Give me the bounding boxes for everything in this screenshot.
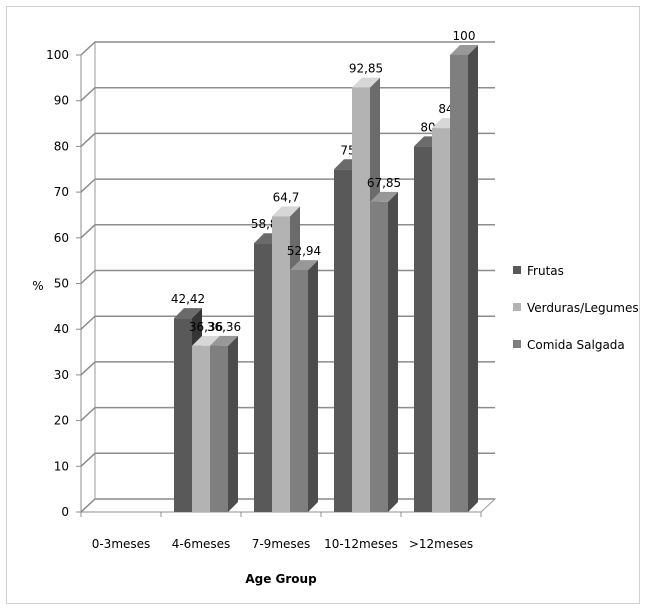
data-label: 36,36 xyxy=(189,320,223,334)
y-tick-label: 50 xyxy=(54,277,69,291)
legend-label: Frutas xyxy=(527,264,564,278)
bar-top xyxy=(352,77,380,88)
y-tick-label: 40 xyxy=(54,322,69,336)
bar-top xyxy=(272,206,300,217)
bar xyxy=(370,201,388,512)
legend-swatch xyxy=(513,340,521,348)
bar xyxy=(450,55,468,512)
y-tick-label: 10 xyxy=(54,459,69,473)
bar xyxy=(334,169,352,512)
legend-label: Comida Salgada xyxy=(527,338,625,352)
y-tick-label: 0 xyxy=(61,505,69,519)
data-label: 52,94 xyxy=(287,244,321,258)
bar xyxy=(352,87,370,512)
bar xyxy=(174,318,192,512)
x-tick-label: 0-3meses xyxy=(92,537,151,551)
bar-side xyxy=(308,260,318,512)
x-tick-label: 10-12meses xyxy=(324,537,398,551)
x-tick-label: 4-6meses xyxy=(172,537,231,551)
bar-top xyxy=(370,191,398,202)
bar-side xyxy=(468,45,478,512)
bar xyxy=(290,270,308,512)
x-tick-label: 7-9meses xyxy=(252,537,311,551)
data-label: 75 xyxy=(340,143,355,157)
data-label: 42,42 xyxy=(171,292,205,306)
x-tick-label: >12meses xyxy=(409,537,473,551)
bar xyxy=(192,345,210,512)
bar xyxy=(254,243,272,512)
data-label: 67,85 xyxy=(367,176,401,190)
data-label: 100 xyxy=(453,29,476,43)
y-tick-label: 100 xyxy=(46,48,69,62)
y-tick-label: 60 xyxy=(54,231,69,245)
gridline xyxy=(80,41,495,56)
bar-top xyxy=(192,335,220,346)
bar-top xyxy=(450,45,478,55)
bar xyxy=(414,146,432,512)
y-tick-label: 30 xyxy=(54,368,69,382)
legend-swatch xyxy=(513,303,521,311)
bar xyxy=(210,345,228,512)
bar-top xyxy=(290,260,318,271)
legend-label: Verduras/Legumes xyxy=(527,301,639,315)
data-label: 80 xyxy=(420,120,435,134)
bar-top xyxy=(210,335,238,346)
gridline xyxy=(80,86,495,102)
x-axis-title: Age Group xyxy=(245,572,317,586)
bar xyxy=(272,216,290,513)
bar xyxy=(432,128,450,512)
y-tick-label: 90 xyxy=(54,94,69,108)
y-axis-title: % xyxy=(32,279,43,293)
data-label: 92,85 xyxy=(349,62,383,76)
bar-side xyxy=(228,335,238,512)
bar-side xyxy=(388,191,398,512)
data-label: 84 xyxy=(438,102,453,116)
legend-swatch xyxy=(513,266,521,274)
bar-top xyxy=(174,308,202,319)
y-tick-label: 80 xyxy=(54,139,69,153)
data-label: 64,7 xyxy=(273,190,300,204)
y-tick-label: 70 xyxy=(54,185,69,199)
chart-frame xyxy=(6,6,640,604)
data-label: 36,36 xyxy=(207,320,241,334)
y-tick-label: 20 xyxy=(54,414,69,428)
